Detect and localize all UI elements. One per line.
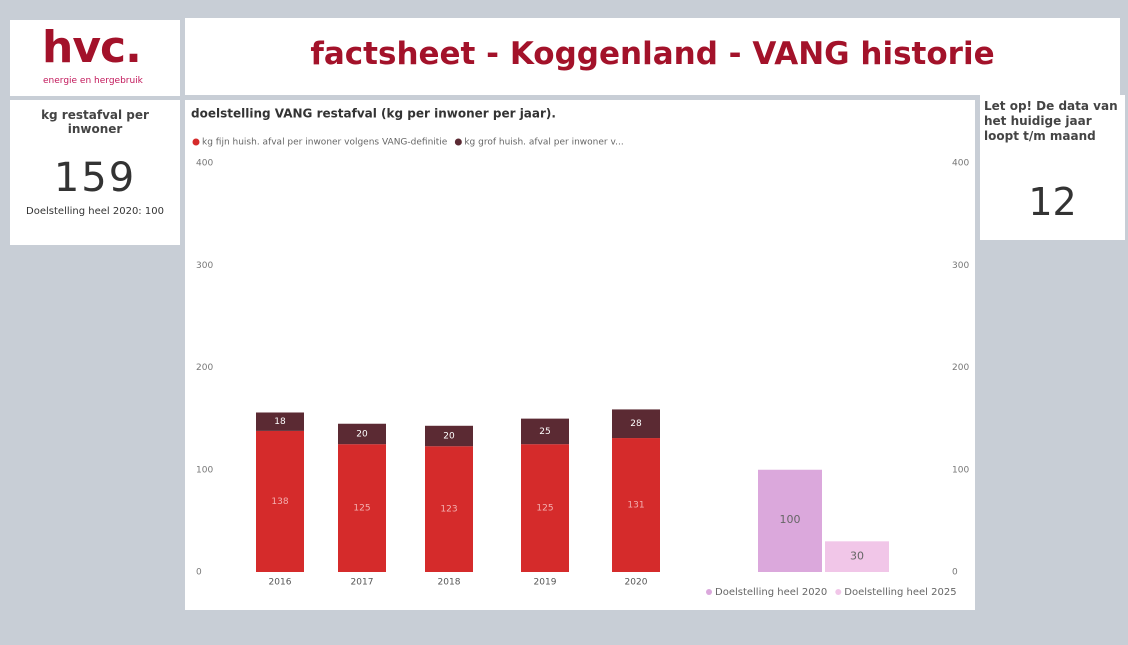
legend-marker <box>454 138 462 146</box>
chart-card <box>185 100 975 610</box>
logo-tagline: energie en hergebruik <box>43 76 143 86</box>
x-tick-label: 2020 <box>625 578 648 588</box>
data-label: 18 <box>274 417 286 427</box>
bar-segment <box>521 444 569 572</box>
bar-segment <box>521 418 569 445</box>
info-card: Let op! De data van het huidige jaar loo… <box>980 95 1125 240</box>
data-label: 125 <box>536 504 553 514</box>
target-bar <box>825 541 889 572</box>
kpi-card: kg restafval per inwoner 159 Doelstellin… <box>10 100 180 245</box>
bar-segment <box>338 444 386 572</box>
y2-tick-label: 200 <box>952 363 969 373</box>
y-tick-label: 0 <box>196 568 202 578</box>
logo-mark: hvc. <box>42 22 142 73</box>
data-label: 20 <box>443 432 455 442</box>
legend-label: Doelstelling heel 2020 <box>715 587 827 598</box>
data-label: 20 <box>356 429 368 439</box>
y-tick-label: 100 <box>196 465 213 475</box>
bar-segment <box>612 409 660 439</box>
y-tick-label: 400 <box>196 159 213 169</box>
bar-segment <box>256 412 304 431</box>
x-tick-label: 2019 <box>534 578 557 588</box>
bar-segment <box>256 430 304 572</box>
info-label: Let op! De data van het huidige jaar loo… <box>984 99 1118 143</box>
kpi-value: 159 <box>53 155 137 201</box>
bar-segment <box>425 446 473 572</box>
x-tick-label: 2016 <box>269 578 292 588</box>
kpi-label: kg restafval per inwoner <box>41 108 149 136</box>
legend-label: Doelstelling heel 2025 <box>844 587 956 598</box>
legend-label: kg fijn huish. afval per inwoner volgens… <box>202 138 448 148</box>
logo-card: hvc. energie en hergebruik <box>10 20 180 96</box>
kpi-note: Doelstelling heel 2020: 100 <box>26 206 164 217</box>
y-tick-label: 200 <box>196 363 213 373</box>
y2-tick-label: 100 <box>952 465 969 475</box>
legend-marker <box>192 138 200 146</box>
legend-label: kg grof huish. afval per inwoner v... <box>464 138 623 148</box>
bar-segment <box>425 425 473 447</box>
data-label: 138 <box>271 497 288 507</box>
data-label: 125 <box>353 504 370 514</box>
data-label: 131 <box>627 501 644 511</box>
title-card: factsheet - Koggenland - VANG historie <box>185 18 1120 95</box>
x-tick-label: 2018 <box>438 578 461 588</box>
legend-marker <box>835 589 842 595</box>
data-label: 123 <box>440 505 457 515</box>
page-title: factsheet - Koggenland - VANG historie <box>310 36 995 72</box>
data-label: 25 <box>539 427 550 437</box>
legend-marker <box>706 589 712 595</box>
y-tick-label: 300 <box>196 261 213 271</box>
y2-tick-label: 0 <box>952 568 958 578</box>
data-label: 100 <box>780 513 801 526</box>
data-label: 30 <box>850 550 864 563</box>
bar-segment <box>612 438 660 572</box>
x-tick-label: 2017 <box>351 578 374 588</box>
info-value: 12 <box>1028 180 1077 224</box>
y2-tick-label: 300 <box>952 261 969 271</box>
target-bar <box>758 469 822 572</box>
y2-tick-label: 400 <box>952 159 969 169</box>
chart-title: doelstelling VANG restafval (kg per inwo… <box>191 107 556 121</box>
data-label: 28 <box>630 419 642 429</box>
bar-segment <box>338 423 386 445</box>
